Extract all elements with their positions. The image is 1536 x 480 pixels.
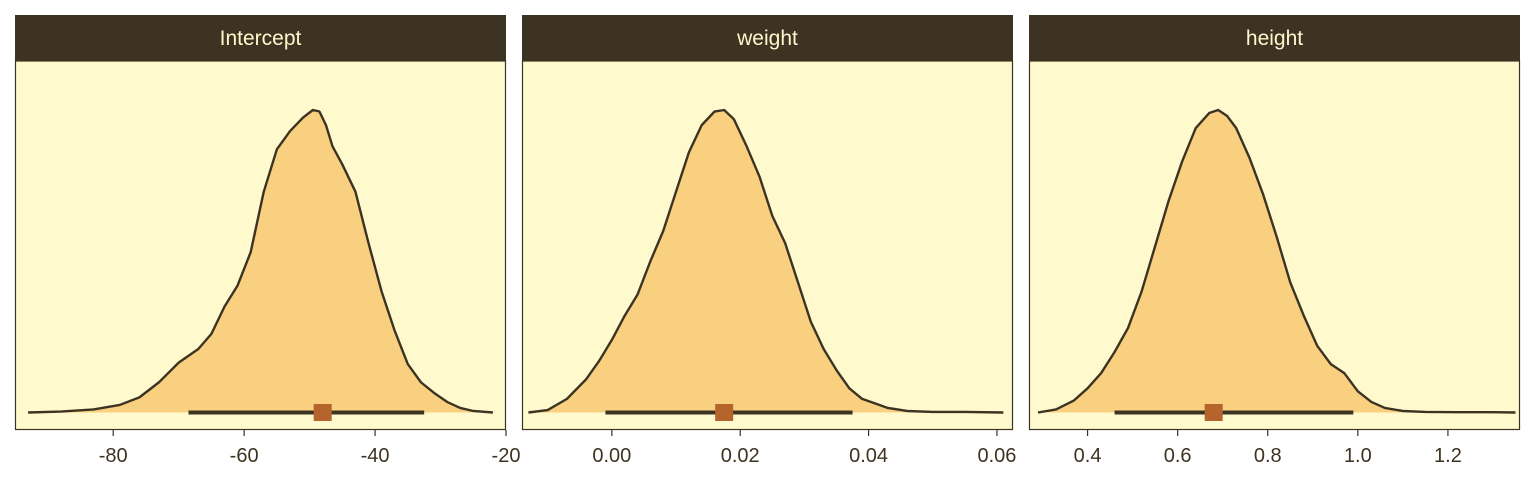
density-area [1038, 110, 1516, 413]
facet-strip-label: Intercept [220, 27, 302, 50]
x-tick-label: 0.04 [849, 445, 888, 467]
facet-strip-label: height [1246, 27, 1303, 50]
point-estimate [1204, 404, 1223, 421]
density-curve [1037, 108, 1516, 414]
facet-strip [522, 15, 1013, 61]
x-tick-label: 0.02 [721, 445, 760, 467]
facet-panels: Intercept -80 -60 -40 -20 weight 0.00 0.02 0.04 0… [14, 15, 1521, 467]
facet-strip [1029, 15, 1520, 61]
density-area [528, 110, 1004, 413]
facet-panel-weight: weight 0.00 0.02 0.04 0.06 [521, 15, 1016, 467]
density-curve [28, 108, 494, 414]
x-tick-label: -80 [99, 445, 128, 467]
x-tick-label: -20 [492, 445, 521, 467]
point-estimate [313, 404, 332, 421]
facet-panel-height: height 0.4 0.6 0.8 1.0 1.2 [1028, 15, 1521, 467]
x-tick-label: 0.4 [1074, 445, 1102, 467]
density-curve [528, 108, 1004, 414]
x-tick-label: -60 [230, 445, 259, 467]
point-estimate [715, 404, 734, 421]
facet-strip-label: weight [736, 27, 798, 50]
density-area [28, 110, 493, 413]
x-tick-label: 0.00 [592, 445, 631, 467]
facet-panel-intercept: Intercept -80 -60 -40 -20 [14, 15, 521, 467]
x-tick-label: -40 [361, 445, 390, 467]
facet-strip [15, 15, 506, 61]
x-tick-label: 0.06 [977, 445, 1016, 467]
x-tick-label: 1.0 [1344, 445, 1372, 467]
x-tick-label: 0.6 [1164, 445, 1192, 467]
x-tick-label: 1.2 [1434, 445, 1462, 467]
x-tick-label: 0.8 [1254, 445, 1282, 467]
